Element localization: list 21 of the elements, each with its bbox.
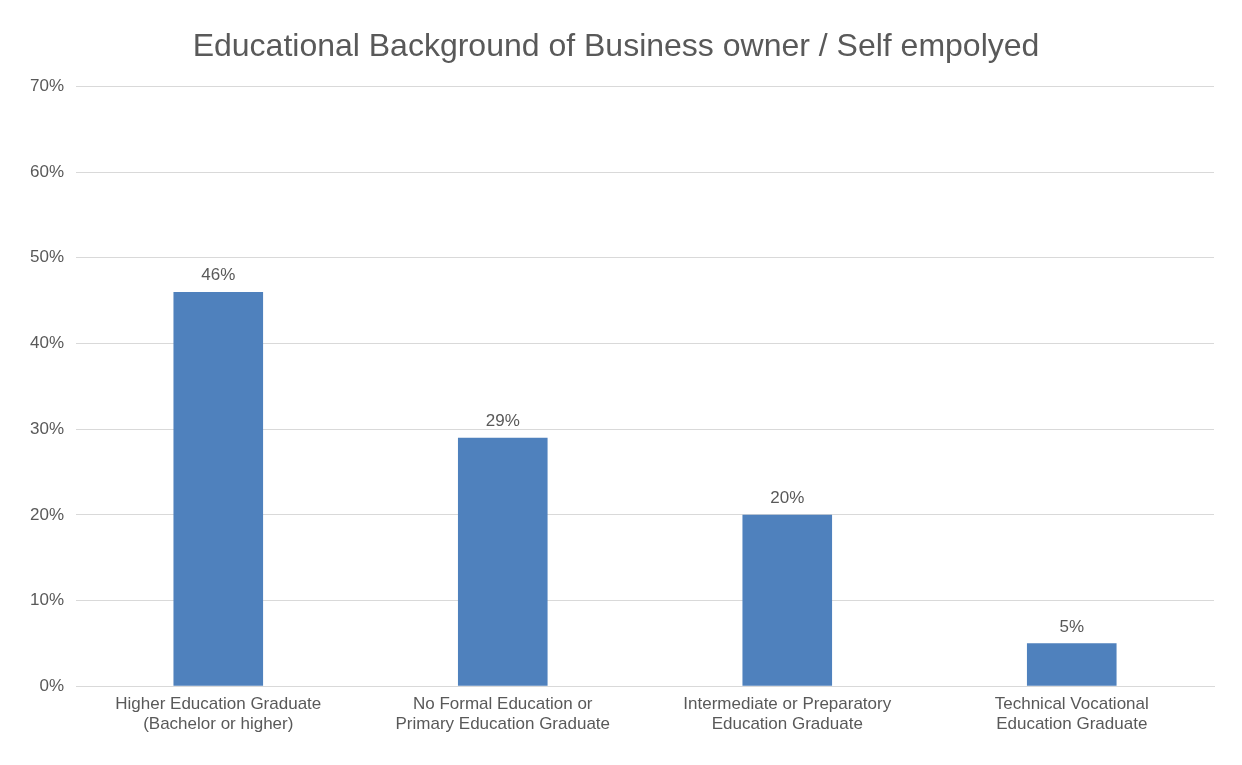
- chart-title: Educational Background of Business owner / Self empolyed: [192, 27, 1040, 64]
- y-tick-label: 20%: [29, 504, 65, 524]
- bar: [1026, 643, 1117, 686]
- data-label: 20%: [770, 488, 805, 508]
- bar: [742, 514, 833, 686]
- x-tick-label: Intermediate or Preparatory Education Graduate: [683, 694, 892, 734]
- y-tick-label: 40%: [29, 333, 65, 353]
- y-tick-label: 30%: [29, 418, 65, 438]
- y-tick-label: 10%: [29, 590, 65, 610]
- y-tick-label: 0%: [39, 675, 65, 695]
- x-tick-label: Technical Vocational Education Graduate: [994, 694, 1149, 734]
- y-tick-label: 70%: [29, 76, 65, 96]
- y-tick-label: 50%: [29, 247, 65, 267]
- x-tick-label: Higher Education Graduate (Bachelor or higher): [115, 694, 322, 734]
- bar: [173, 292, 264, 686]
- x-tick-label: No Formal Education or Primary Education Graduate: [395, 694, 611, 734]
- data-label: 29%: [485, 410, 520, 430]
- y-tick-label: 60%: [29, 161, 65, 181]
- data-label: 5%: [1059, 616, 1085, 636]
- data-label: 46%: [201, 265, 236, 285]
- bar: [457, 437, 548, 686]
